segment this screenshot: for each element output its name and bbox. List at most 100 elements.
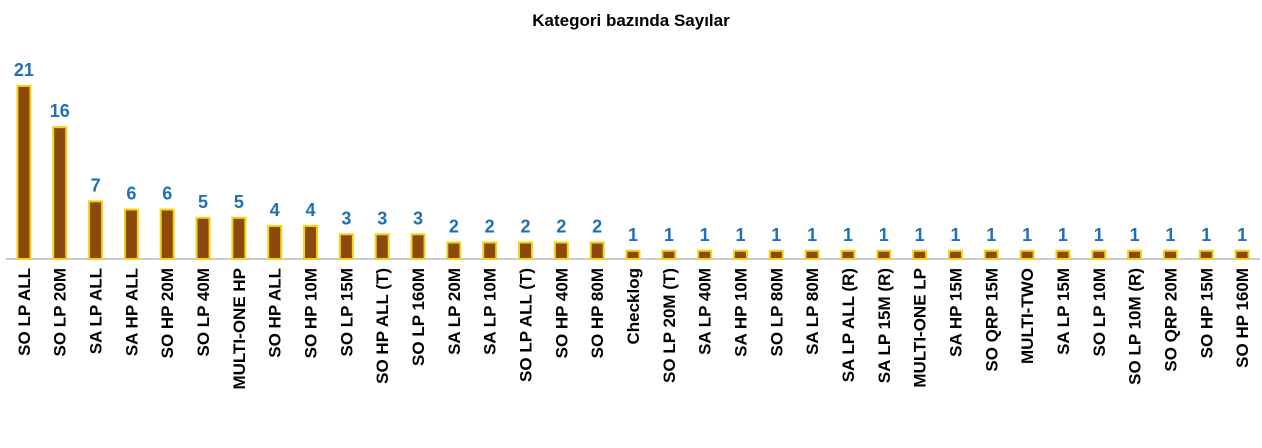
bar (1055, 249, 1071, 260)
value-label: 6 (162, 184, 172, 204)
bar (804, 249, 820, 260)
value-label: 1 (735, 225, 745, 245)
value-label: 7 (91, 175, 101, 195)
bar (947, 249, 963, 260)
bar (338, 233, 354, 260)
x-tick-label: SO HP 160M (1233, 268, 1252, 368)
bar (983, 249, 999, 260)
x-tick-label: SO LP 15M (337, 268, 356, 357)
value-label: 2 (521, 217, 531, 237)
x-tick-label: Checklog (624, 268, 643, 345)
value-label: 1 (807, 225, 817, 245)
value-label: 1 (1130, 225, 1140, 245)
value-label: 1 (843, 225, 853, 245)
x-tick-label: SA HP 15M (946, 268, 965, 357)
value-label: 1 (1058, 225, 1068, 245)
x-tick-label: SA LP ALL (87, 268, 106, 354)
bar (553, 241, 569, 261)
x-tick-label: SA LP 40M (696, 268, 715, 355)
bar (768, 249, 784, 260)
bar (732, 249, 748, 260)
x-tick-label: SO HP 40M (552, 268, 571, 358)
x-tick-label: MULTI-ONE LP (911, 268, 930, 388)
bar (625, 249, 641, 260)
bar (446, 241, 462, 261)
value-label: 4 (270, 200, 280, 220)
value-label: 1 (1165, 225, 1175, 245)
x-tick-label: SA LP 15M (1054, 268, 1073, 355)
value-label: 1 (1022, 225, 1032, 245)
bar (1198, 249, 1214, 260)
x-tick-label: SO HP 20M (158, 268, 177, 358)
x-tick-label: SA LP ALL (R) (839, 268, 858, 382)
value-label: 1 (771, 225, 781, 245)
x-tick-label: SA LP 20M (445, 268, 464, 355)
value-label: 1 (1201, 225, 1211, 245)
x-tick-label: SA LP 15M (R) (875, 268, 894, 383)
value-label: 5 (198, 192, 208, 212)
bar (410, 233, 426, 260)
value-label: 2 (485, 217, 495, 237)
x-tick-label: SA LP 10M (481, 268, 500, 355)
value-label: 1 (1237, 225, 1247, 245)
bar (16, 84, 32, 260)
x-tick-label: SO LP 10M (R) (1126, 268, 1145, 385)
bar (876, 249, 892, 260)
x-tick-label: SO LP 40M (194, 268, 213, 357)
bar (1127, 249, 1143, 260)
bar (518, 241, 534, 261)
bar (840, 249, 856, 260)
x-tick-label: SO HP ALL (T) (373, 268, 392, 384)
value-label: 1 (950, 225, 960, 245)
x-tick-label: SA HP ALL (122, 268, 141, 356)
x-tick-label: SO HP 10M (302, 268, 321, 358)
value-label: 1 (700, 225, 710, 245)
x-tick-label: SA HP 10M (731, 268, 750, 357)
bar (482, 241, 498, 261)
value-label: 2 (592, 217, 602, 237)
value-label: 4 (306, 200, 316, 220)
bar (159, 208, 175, 260)
value-label: 2 (556, 217, 566, 237)
bar (123, 208, 139, 260)
value-label: 3 (413, 208, 423, 228)
value-label: 1 (664, 225, 674, 245)
bar (1019, 249, 1035, 260)
value-label: 1 (879, 225, 889, 245)
value-label: 1 (915, 225, 925, 245)
x-tick-label: SO LP 10M (1090, 268, 1109, 357)
value-label: 2 (449, 217, 459, 237)
bar (661, 249, 677, 260)
x-tick-label: SO LP 80M (767, 268, 786, 357)
x-tick-label: SO LP 20M (T) (660, 268, 679, 383)
value-label: 3 (341, 208, 351, 228)
value-label: 16 (50, 101, 70, 121)
x-tick-label: SO LP ALL (T) (517, 268, 536, 382)
value-label: 1 (628, 225, 638, 245)
value-label: 6 (126, 184, 136, 204)
x-tick-label: SO LP 160M (409, 268, 428, 366)
bar (267, 225, 283, 260)
x-tick-label: SO HP 80M (588, 268, 607, 358)
bar (374, 233, 390, 260)
bar (1162, 249, 1178, 260)
value-label: 21 (14, 60, 34, 80)
value-label: 5 (234, 192, 244, 212)
value-label: 3 (377, 208, 387, 228)
x-tick-label: SO QRP 15M (982, 268, 1001, 372)
x-tick-label: SO QRP 20M (1161, 268, 1180, 372)
x-tick-label: MULTI-ONE HP (230, 268, 249, 390)
value-label: 1 (1094, 225, 1104, 245)
x-tick-label: SO LP 20M (51, 268, 70, 357)
bar (231, 216, 247, 261)
x-tick-label: SO HP 15M (1197, 268, 1216, 358)
bar (589, 241, 605, 261)
value-label: 1 (986, 225, 996, 245)
bar (912, 249, 928, 260)
x-tick-label: SA LP 80M (803, 268, 822, 355)
bar (52, 126, 68, 260)
bar (1091, 249, 1107, 260)
bar (1234, 249, 1250, 260)
bar (88, 200, 104, 261)
